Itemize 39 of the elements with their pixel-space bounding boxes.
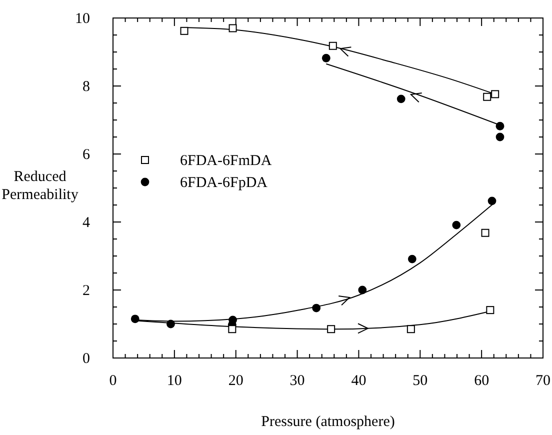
point bbox=[496, 122, 504, 130]
legend-label: 6FDA-6FmDA bbox=[180, 153, 272, 169]
y-tick-label: 6 bbox=[82, 147, 90, 163]
x-tick-label: 70 bbox=[536, 373, 550, 389]
point bbox=[486, 306, 494, 314]
point bbox=[408, 254, 416, 264]
point bbox=[322, 54, 330, 62]
x-tick-label: 30 bbox=[290, 373, 305, 389]
point bbox=[496, 132, 504, 142]
point bbox=[228, 325, 236, 334]
point bbox=[328, 42, 337, 50]
point bbox=[327, 325, 336, 334]
x-tick-label: 0 bbox=[109, 373, 117, 389]
point bbox=[481, 228, 490, 237]
point bbox=[180, 26, 188, 35]
x-tick-label: 60 bbox=[474, 373, 490, 389]
legend-label: 6FDA-6FpDA bbox=[180, 175, 268, 191]
y-tick-label: 2 bbox=[82, 283, 90, 299]
point bbox=[488, 196, 496, 206]
x-tick-label: 10 bbox=[166, 373, 182, 389]
point bbox=[406, 325, 415, 334]
y-tick-label: 0 bbox=[82, 351, 90, 367]
x-tick-label: 20 bbox=[228, 373, 244, 389]
point bbox=[130, 314, 140, 324]
y-axis-title: Reduced Permeability bbox=[2, 169, 79, 203]
y-tick-label: 10 bbox=[75, 11, 90, 27]
x-tick-label: 50 bbox=[412, 373, 428, 389]
x-axis-title: Pressure (atmosphere) bbox=[261, 414, 395, 430]
point bbox=[358, 286, 367, 294]
y-tick-label: 4 bbox=[82, 215, 90, 231]
point bbox=[396, 94, 406, 104]
point bbox=[483, 92, 492, 101]
x-tick-label: 40 bbox=[351, 373, 366, 389]
point bbox=[452, 220, 461, 230]
point bbox=[312, 304, 321, 312]
point bbox=[228, 24, 237, 32]
y-tick-label: 8 bbox=[82, 79, 90, 95]
point bbox=[166, 320, 175, 328]
point bbox=[491, 90, 500, 98]
